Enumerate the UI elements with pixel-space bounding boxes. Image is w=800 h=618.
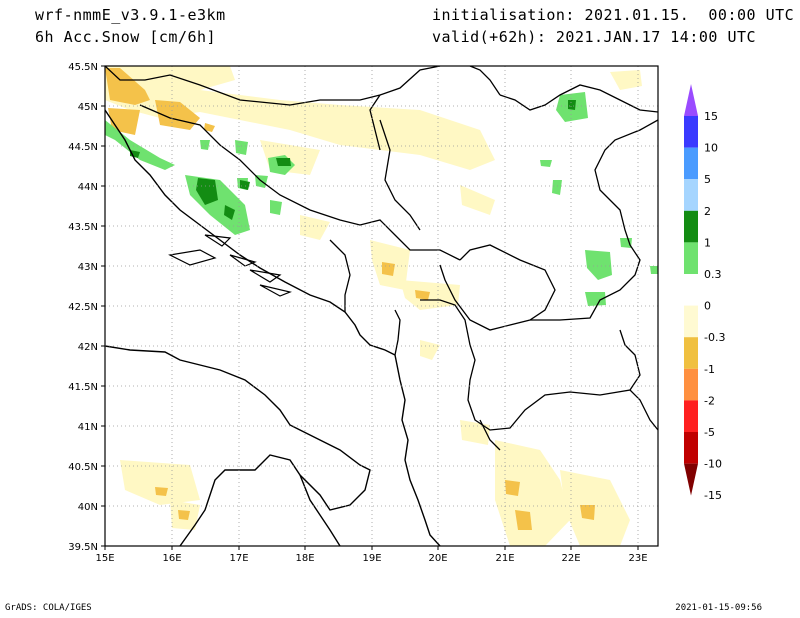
colorbar-swatch xyxy=(684,337,698,369)
plot-area xyxy=(105,66,658,546)
footer-credit: GrADS: COLA/IGES xyxy=(5,603,92,613)
colorbar-label: 10 xyxy=(704,142,718,155)
colorbar-swatch xyxy=(684,305,698,338)
island-5 xyxy=(229,254,257,267)
colorbar-label: 15 xyxy=(704,110,718,123)
country-borders xyxy=(105,66,658,451)
colorbar-swatch xyxy=(684,147,698,180)
lon-label: 22E xyxy=(561,553,580,564)
colorbar-label: 0 xyxy=(704,300,711,313)
coastline-albania-greece xyxy=(394,354,441,546)
coastline-croatia xyxy=(105,109,396,356)
lat-label: 42N xyxy=(78,342,98,353)
lon-label: 18E xyxy=(295,553,314,564)
lat-label: 45N xyxy=(78,102,98,113)
coastline-italy xyxy=(105,345,371,546)
colorbar-label: 1 xyxy=(704,236,711,249)
lon-label: 20E xyxy=(428,553,447,564)
footer-timestamp: 2021-01-15-09:56 xyxy=(675,603,762,613)
lat-label: 41.5N xyxy=(68,382,98,393)
longitude-labels: 15E 16E 17E 18E 19E 20E 21E 22E 23E xyxy=(95,553,647,564)
island-1 xyxy=(168,249,217,266)
colorbar-swatch xyxy=(684,400,698,432)
colorbar-label: -15 xyxy=(704,489,722,502)
lat-label: 40N xyxy=(78,502,98,513)
colorbar-swatch xyxy=(684,116,698,148)
colorbar-swatch xyxy=(684,210,698,243)
lon-label: 19E xyxy=(362,553,381,564)
colorbar-swatch xyxy=(684,432,698,464)
colorbar-label: -10 xyxy=(704,458,722,471)
lat-label: 42.5N xyxy=(68,302,98,313)
lon-label: 15E xyxy=(95,553,114,564)
lat-label: 39.5N xyxy=(68,542,98,553)
lat-label: 41N xyxy=(78,422,98,433)
colorbar: 15 10 5 2 1 0.3 0 -0.3 -1 -2 -5 -10 -15 xyxy=(684,84,725,502)
lat-label: 43N xyxy=(78,262,98,273)
lat-label: 44N xyxy=(78,182,98,193)
island-2 xyxy=(249,269,282,283)
lon-label: 21E xyxy=(495,553,514,564)
lat-label: 43.5N xyxy=(68,222,98,233)
lon-label: 23E xyxy=(628,553,647,564)
lat-label: 44.5N xyxy=(68,142,98,153)
colorbar-top-arrow xyxy=(684,84,698,116)
valid-time: valid(+62h): 2021.JAN.17 14:00 UTC xyxy=(432,28,757,46)
colorbar-label: -1 xyxy=(704,363,715,376)
island-4 xyxy=(259,284,292,297)
colorbar-label: 5 xyxy=(704,173,711,186)
latitude-labels: 45.5N 45N 44.5N 44N 43.5N 43N 42.5N 42N … xyxy=(68,62,98,553)
lat-lon-grid xyxy=(105,66,658,546)
variable-title: 6h Acc.Snow [cm/6h] xyxy=(35,28,217,46)
lat-label: 40.5N xyxy=(68,462,98,473)
snow-light-yellow-regions xyxy=(105,66,642,546)
island-3 xyxy=(204,234,232,247)
lon-label: 17E xyxy=(229,553,248,564)
colorbar-label: -2 xyxy=(704,394,715,407)
colorbar-swatch xyxy=(684,179,698,211)
colorbar-swatch xyxy=(684,368,698,401)
model-title: wrf-nmmE_v3.9.1-e3km xyxy=(35,6,226,24)
colorbar-label: 2 xyxy=(704,205,711,218)
colorbar-bottom-arrow xyxy=(684,463,698,496)
initialisation-time: initialisation: 2021.01.15. 00:00 UTC xyxy=(432,6,795,24)
colorbar-label: -0.3 xyxy=(704,331,725,344)
colorbar-swatch xyxy=(684,274,698,306)
lat-label: 45.5N xyxy=(68,62,98,73)
lon-label: 16E xyxy=(162,553,181,564)
axis-ticks xyxy=(101,65,639,550)
colorbar-label: -5 xyxy=(704,426,715,439)
coastline-italy-inner xyxy=(299,474,341,546)
colorbar-label: 0.3 xyxy=(704,268,722,281)
colorbar-swatch xyxy=(684,242,698,274)
